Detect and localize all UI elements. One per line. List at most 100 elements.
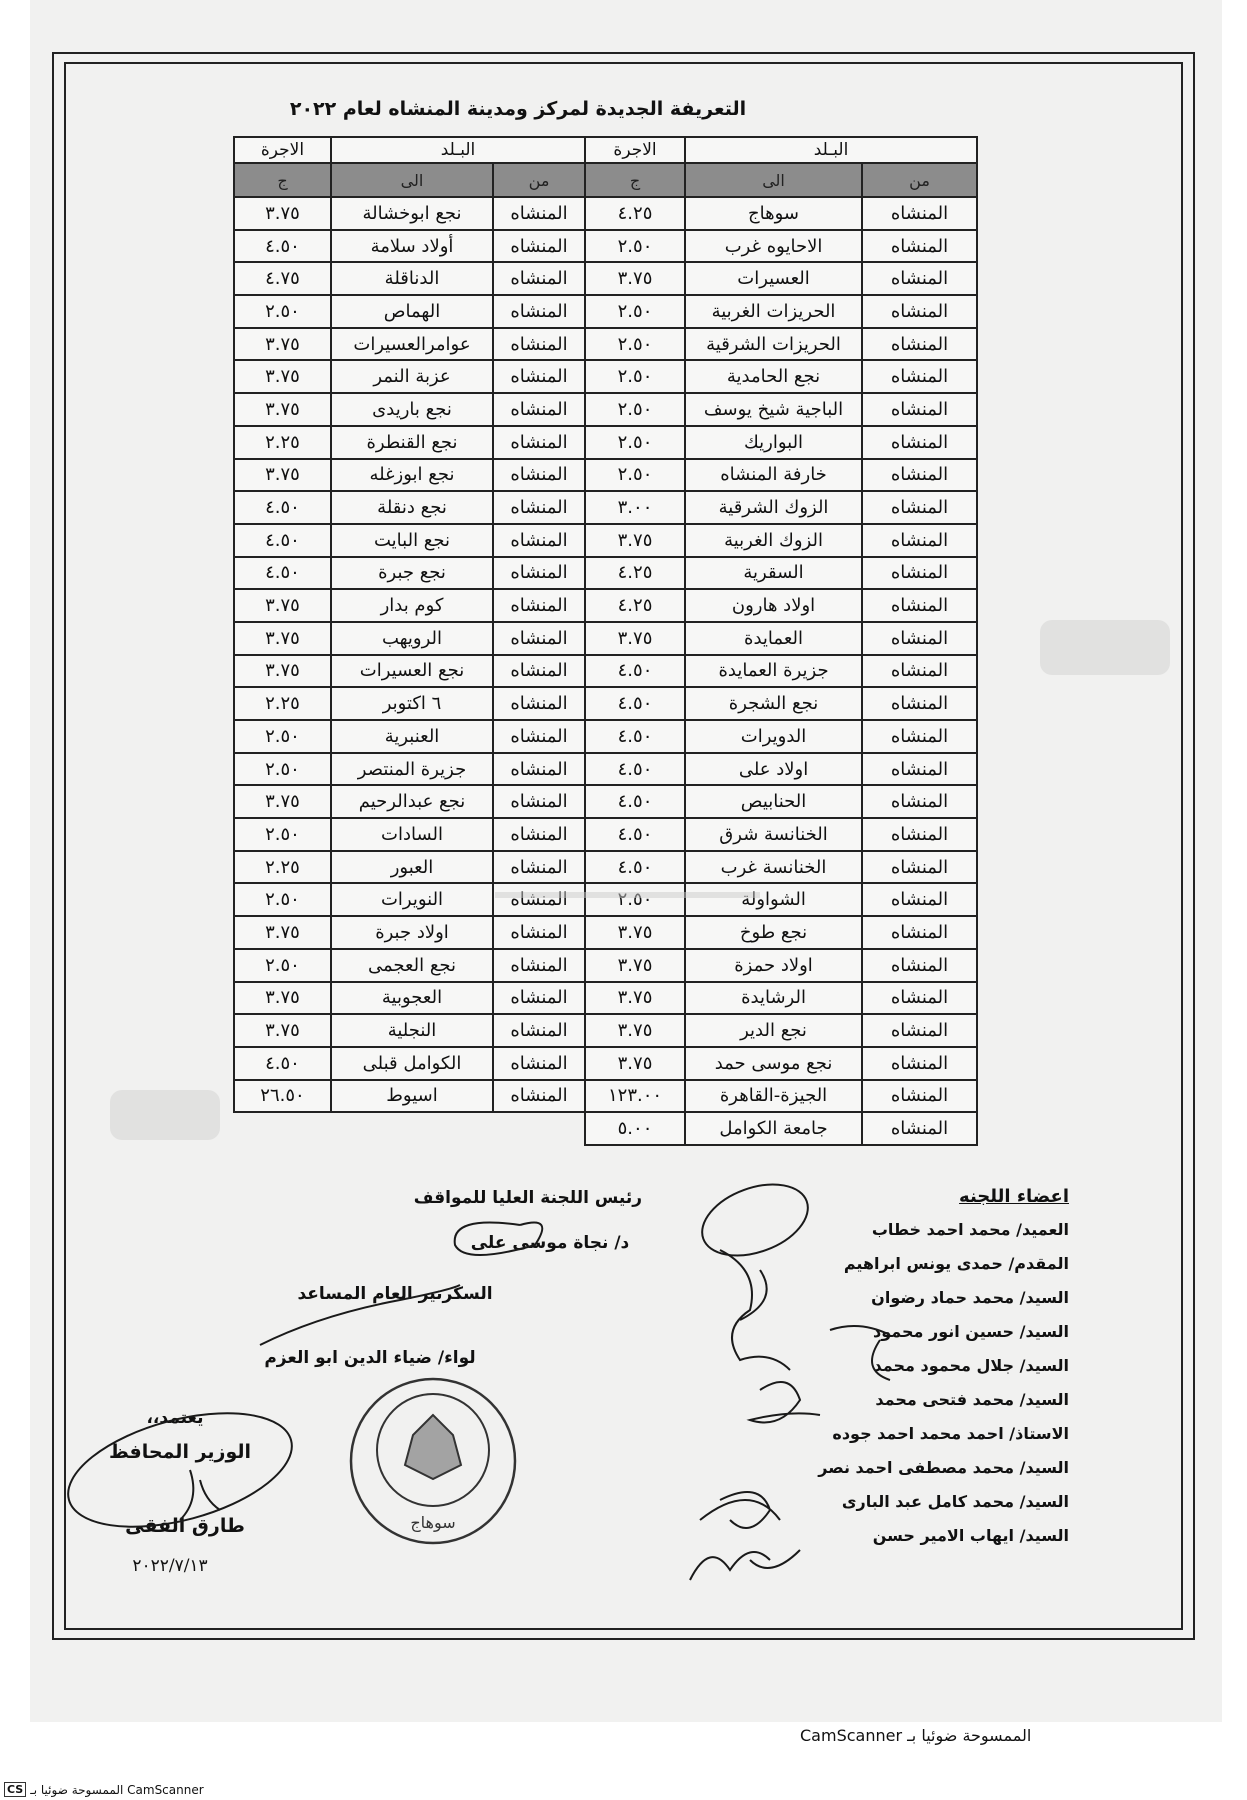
cell-fare: ٤.٥٠ (233, 555, 332, 591)
empty-cell (331, 1112, 493, 1145)
table-row: المنشاه الباجية شيخ يوسف ٢.٥٠ المنشاه نجع با… (233, 392, 979, 427)
cell-fare: ٢.٢٥ (233, 849, 332, 885)
cell-from: المنشاه (492, 555, 587, 591)
cell-from: المنشاه (492, 620, 587, 656)
cell-from: المنشاه (861, 653, 979, 689)
cell-to: النويرات (329, 882, 495, 918)
cell-from: المنشاه (861, 555, 979, 591)
cell-fare: ٣.٧٥ (233, 326, 332, 362)
cell-fare: ٤.٥٠ (584, 784, 687, 820)
cell-fare: ٣.٧٥ (584, 522, 687, 558)
cell-fare: ٢.٥٠ (584, 882, 687, 918)
committee-member: السيد/ محمد كامل عبد البارى (841, 1492, 1069, 1511)
camscanner-note: الممسوحة ضوئيا بـ CamScanner (30, 1782, 204, 1797)
cell-from: المنشاه (492, 326, 587, 362)
cell-fare: ٣.٧٥ (233, 784, 332, 820)
cell-fare: ٢.٥٠ (584, 457, 687, 493)
cell-to: اولاد هارون (684, 588, 864, 623)
cell-from: المنشاه (492, 784, 587, 820)
cell-from: المنشاه (861, 620, 979, 656)
cell-from: المنشاه (492, 228, 587, 264)
table-row: المنشاه نجع الدير ٣.٧٥ المنشاه النجلية ٣.٧٥ (233, 1013, 979, 1048)
table-row: المنشاه سوهاج ٤.٢٥ المنشاه نجع ابوخشالة ٣.٧٥ (233, 196, 979, 231)
cell-to: نجع البايت (329, 522, 495, 558)
cell-fare: ٣.٧٥ (584, 620, 687, 656)
cell-to: نجع عبدالرحيم (329, 784, 495, 820)
cell-to: الباجية شيخ يوسف (684, 392, 864, 427)
cell-fare: ٤.٥٠ (233, 490, 332, 525)
committee-member: السيد/ ايهاب الامير حسن (872, 1526, 1069, 1545)
cell-to: اولاد على (684, 751, 864, 787)
page-border (52, 52, 1195, 1640)
cell-to: نجع موسى حمد (684, 1045, 864, 1081)
cell-from: المنشاه (492, 980, 587, 1016)
cell-from: المنشاه (861, 817, 979, 852)
scan-note: الممسوحة ضوئيا بـ CamScanner (800, 1726, 1032, 1745)
table-row: المنشاه الزوك الشرقية ٣.٠٠ المنشاه نجع دنقلة… (233, 490, 979, 525)
chair-name: د/ نجاة موسى على (470, 1233, 630, 1253)
table-row: المنشاه الحريزات الشرقية ٢.٥٠ المنشاه عوامرا… (233, 326, 979, 362)
cell-from: المنشاه (492, 294, 587, 329)
cell-fare: ٤.٥٠ (233, 228, 332, 264)
cell-to: نجع الحامدية (684, 359, 864, 395)
table-row: المنشاه اولاد هارون ٤.٢٥ المنشاه كوم بدار ٣.٧… (233, 588, 979, 623)
table-row: المنشاه الشواولة ٢.٥٠ المنشاه النويرات ٢.٥٠ (233, 882, 979, 918)
table-row: المنشاه الرشايدة ٣.٧٥ المنشاه العجوبية ٣.٧٥ (233, 980, 979, 1016)
committee-member: السيد/ محمد فتحى محمد (875, 1390, 1069, 1409)
header-to: الى (329, 162, 495, 198)
cell-from: المنشاه (492, 392, 587, 427)
cell-from: المنشاه (492, 1078, 587, 1114)
cell-from: المنشاه (492, 947, 587, 983)
cell-to: نجع القنطرة (329, 424, 495, 460)
table-row: المنشاه جامعة الكوامل ٥.٠٠ (234, 1111, 979, 1146)
table-row: المنشاه الاحايوه غرب ٢.٥٠ المنشاه أولاد سلام… (233, 228, 979, 264)
cell-fare: ١٢٣.٠٠ (584, 1078, 687, 1114)
table-row: المنشاه نجع موسى حمد ٣.٧٥ المنشاه الكوامل قب… (233, 1045, 979, 1081)
cell-from: المنشاه (861, 849, 979, 885)
cell-fare: ٢.٥٠ (584, 326, 687, 362)
cell-fare: ٣.٧٥ (233, 1013, 332, 1048)
table-row: المنشاه العمايدة ٣.٧٥ المنشاه الرويهب ٣.٧٥ (233, 620, 979, 656)
cell-from: المنشاه (492, 653, 587, 689)
cell-to: الخنانسة غرب (684, 849, 864, 885)
cell-fare: ٤.٥٠ (584, 817, 687, 852)
cell-from: المنشاه (492, 196, 587, 231)
cell-from: المنشاه (492, 457, 587, 493)
cell-from: المنشاه (861, 1013, 979, 1048)
cell-from: المنشاه (861, 196, 979, 231)
cell-to: الحريزات الشرقية (684, 326, 864, 362)
cell-fare: ٤.٥٠ (233, 522, 332, 558)
header-from: من (861, 162, 979, 198)
cell-to: نجع الدير (684, 1013, 864, 1048)
committee-member: الاستاذ/ احمد محمد احمد جوده (832, 1424, 1069, 1443)
header-fare: الاجرة (233, 136, 332, 164)
cell-to: العبور (329, 849, 495, 885)
committee-member: المقدم/ حمدى يونس ابراهيم (843, 1254, 1069, 1273)
cell-from: المنشاه (861, 261, 979, 297)
cell-from: المنشاه (861, 882, 979, 918)
cell-from: المنشاه (492, 817, 587, 852)
cell-to: نجع العجمى (329, 947, 495, 983)
cell-fare: ٣.٧٥ (233, 980, 332, 1016)
cell-from: المنشاه (861, 719, 979, 754)
cell-from: المنشاه (492, 1013, 587, 1048)
cell-fare: ٤.٧٥ (233, 261, 332, 297)
table-row: المنشاه الخنانسة شرق ٤.٥٠ المنشاه السادات ٢.٥… (233, 817, 979, 852)
cell-to: العجوبية (329, 980, 495, 1016)
committee-heading: اعضاء اللجنه (959, 1186, 1069, 1207)
cell-to: الحنابيص (684, 784, 864, 820)
cell-to: سوهاج (684, 196, 864, 231)
cell-from: المنشاه (492, 751, 587, 787)
cell-from: المنشاه (492, 261, 587, 297)
cell-to: نجع الشجرة (684, 686, 864, 721)
cell-to: نجع دنقلة (329, 490, 495, 525)
cell-fare: ٤.٢٥ (584, 555, 687, 591)
cell-fare: ٣.٧٥ (584, 980, 687, 1016)
cell-fare: ٢.٥٠ (233, 947, 332, 983)
cell-from: المنشاه (492, 424, 587, 460)
cell-from: المنشاه (861, 1078, 979, 1114)
table-row: المنشاه نجع طوخ ٣.٧٥ المنشاه اولاد جبرة ٣.٧٥ (233, 915, 979, 950)
cell-to: النجلية (329, 1013, 495, 1048)
approval-label: يعتمد،، (146, 1408, 204, 1428)
cell-fare: ٣.٧٥ (584, 915, 687, 950)
